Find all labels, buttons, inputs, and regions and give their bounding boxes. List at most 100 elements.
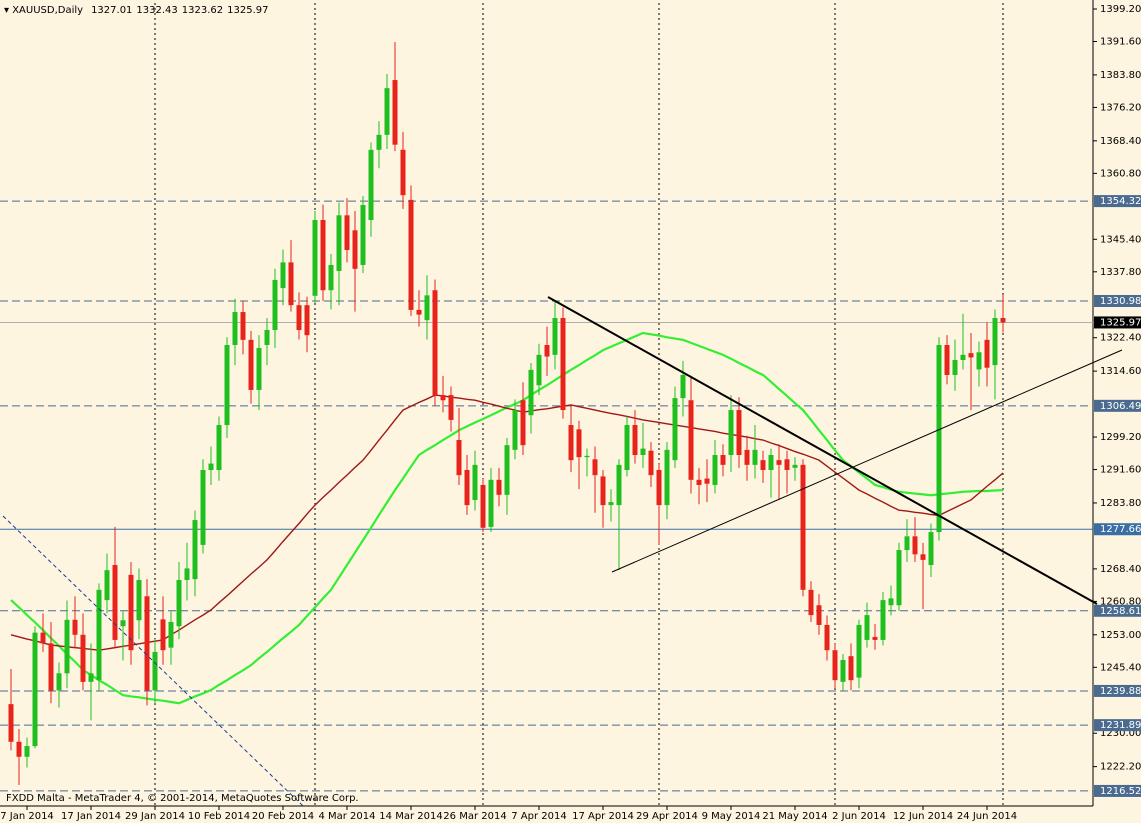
candle-body <box>232 312 238 346</box>
candle-body <box>296 305 302 331</box>
candle-body <box>528 369 534 416</box>
level-label: 1330.98 <box>1100 296 1141 307</box>
candle-body <box>648 450 654 476</box>
candle-body <box>752 449 758 465</box>
candle-body <box>824 624 830 651</box>
candle-body <box>88 673 94 682</box>
y-tick-label: 1268.40 <box>1100 564 1141 575</box>
x-tick-label: 4 Mar 2014 <box>318 811 375 822</box>
candle-body <box>80 634 86 682</box>
candle-body <box>608 502 614 506</box>
level-label-box <box>1094 784 1141 797</box>
high: 1332.43 <box>136 5 177 16</box>
candle-body <box>288 262 294 306</box>
level-label-box <box>1094 604 1141 617</box>
level-label: 1306.49 <box>1100 401 1141 412</box>
candle-body <box>576 429 582 458</box>
level-label-box <box>1094 295 1141 308</box>
candle-body <box>504 445 510 495</box>
candle-body <box>848 656 854 681</box>
candle-body <box>432 290 438 396</box>
y-tick-label: 1391.60 <box>1100 37 1141 48</box>
candle-body <box>8 704 14 742</box>
candle-body <box>520 400 526 446</box>
x-tick-label: 24 Jun 2014 <box>957 811 1017 822</box>
candle-body <box>352 230 358 269</box>
symbol: XAUUSD,Daily <box>12 5 83 16</box>
candle-body <box>488 479 494 527</box>
candle-body <box>280 262 286 289</box>
candle-body <box>464 469 470 506</box>
candle-body <box>416 309 422 315</box>
candle-body <box>64 619 70 674</box>
candle-body <box>736 410 742 456</box>
footer: FXDD Malta - MetaTrader 4, © 2001-2014, … <box>6 793 359 804</box>
candle-body <box>856 624 862 678</box>
x-tick-label: 2 Jun 2014 <box>832 811 886 822</box>
candle-body <box>176 579 182 627</box>
x-tick-label: 12 Jun 2014 <box>893 811 953 822</box>
candle-body <box>192 520 198 580</box>
candle-body <box>360 205 366 265</box>
candle-body <box>704 478 710 484</box>
candle-body <box>264 330 270 346</box>
candle-body <box>880 600 886 640</box>
candle-body <box>128 574 134 651</box>
level-label-box <box>1094 719 1141 732</box>
candle-body <box>976 352 982 370</box>
candle-body <box>864 615 870 640</box>
candle-body <box>24 746 30 757</box>
time-labels: 7 Jan 2014 17 Jan 2014 29 Jan 2014 10 Feb 2… <box>0 806 1017 822</box>
candle-body <box>312 220 318 296</box>
candle-body <box>664 449 670 506</box>
candle-body <box>984 339 990 368</box>
level-label-box <box>1094 195 1141 208</box>
candle-body <box>384 88 390 135</box>
candle-body <box>96 589 102 681</box>
candle-body <box>496 479 502 495</box>
candle-body <box>208 463 214 470</box>
candle-body <box>800 464 806 590</box>
candle-body <box>440 395 446 401</box>
y-tick-label: 1291.60 <box>1100 465 1141 476</box>
level-label: 1239.88 <box>1100 686 1141 697</box>
level-label: 1354.32 <box>1100 196 1141 207</box>
x-tick-label: 9 May 2014 <box>702 811 761 822</box>
candle-body <box>512 410 518 450</box>
candle-body <box>240 312 246 340</box>
candle-body <box>224 345 230 426</box>
candle-body <box>136 579 142 621</box>
candle-body <box>1000 317 1006 323</box>
candle-body <box>40 632 46 644</box>
y-tick-label: 1245.40 <box>1100 662 1141 673</box>
candle-body <box>328 264 334 291</box>
candle-body <box>832 650 838 681</box>
level-label-box <box>1094 523 1141 536</box>
menu-arrow: ▾ <box>4 5 12 16</box>
level-label-box <box>1094 684 1141 697</box>
candle-body <box>112 565 118 640</box>
trendline <box>547 296 1098 605</box>
candle-body <box>32 632 38 747</box>
y-tick-label: 1314.60 <box>1100 366 1141 377</box>
candle-body <box>784 459 790 470</box>
candle-body <box>600 476 606 506</box>
price-labels: 1399.20 1391.60 1383.80 1376.20 1368.40 1360.… <box>1093 4 1141 797</box>
candle-body <box>152 651 158 691</box>
candle-body <box>256 347 262 390</box>
y-tick-label: 1230.00 <box>1100 728 1141 739</box>
candle-body <box>616 464 622 506</box>
candle-body <box>592 459 598 476</box>
candle-body <box>216 425 222 470</box>
candle-body <box>304 305 310 336</box>
candle-body <box>392 80 398 145</box>
y-tick-label: 1253.00 <box>1100 630 1141 641</box>
candle-body <box>728 410 734 456</box>
y-tick-label: 1337.80 <box>1100 267 1141 278</box>
y-tick-label: 1376.20 <box>1100 102 1141 113</box>
x-tick-label: 14 Mar 2014 <box>379 811 442 822</box>
candle-body <box>400 149 406 196</box>
x-tick-label: 26 Mar 2014 <box>443 811 506 822</box>
trendlines <box>2 296 1123 807</box>
